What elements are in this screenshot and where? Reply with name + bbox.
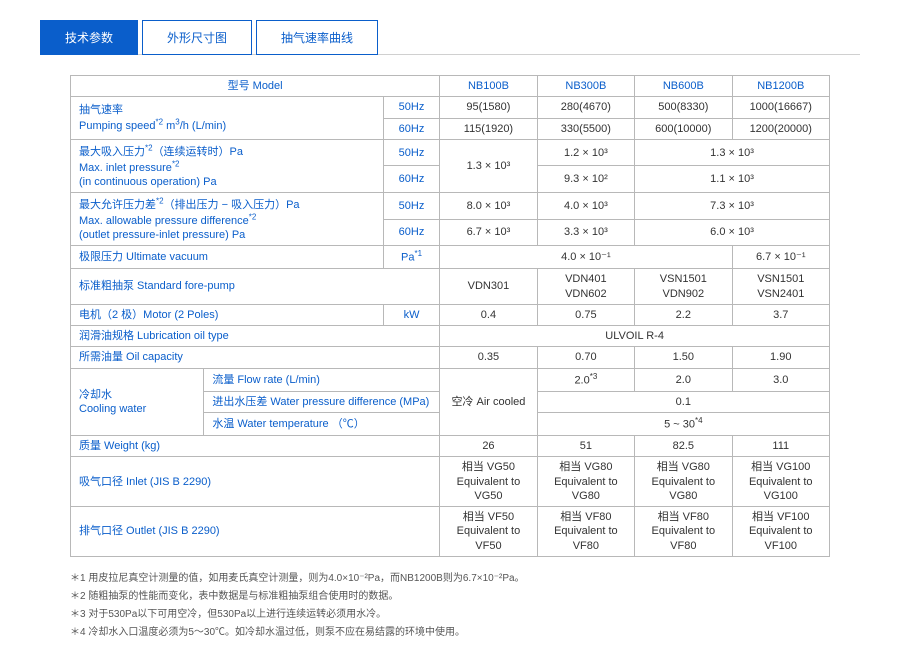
row-outlet-label: 排气口径 Outlet (JIS B 2290) [71,507,440,557]
note-1: ＊1 用皮拉尼真空计测量的值，如用麦氏真空计测量，则为4.0×10⁻²Pa，而N… [70,571,830,587]
row-pumping-speed-label: 抽气速率 Pumping speed*2 m3/h (L/min) [71,97,384,140]
row-weight-label: 质量 Weight (kg) [71,435,440,456]
footnotes: ＊1 用皮拉尼真空计测量的值，如用麦氏真空计测量，则为4.0×10⁻²Pa，而N… [70,571,830,641]
row-max-diff-label: 最大允许压力差*2（排出压力 − 吸入压力）Pa Max. allowable … [71,193,384,246]
pumping-50hz: 50Hz [383,97,439,118]
row-inlet-label: 吸气口径 Inlet (JIS B 2290) [71,457,440,507]
note-4: ＊4 冷却水入口温度必须为5～30℃。如冷却水温过低，则泵不应在易结露的环境中使… [70,625,830,641]
note-3: ＊3 对于530Pa以下可用空冷，但530Pa以上进行连续运转必须用水冷。 [70,607,830,623]
model-2: NB600B [635,76,732,97]
row-max-inlet-label: 最大吸入压力*2（连续运转时）Pa Max. inlet pressure*2 … [71,139,384,192]
row-motor-label: 电机（2 极）Motor (2 Poles) [71,304,384,325]
note-2: ＊2 随粗抽泵的性能而变化，表中数据是与标准粗抽泵组合使用时的数据。 [70,589,830,605]
cooling-flow-label: 流量 Flow rate (L/min) [204,368,440,391]
cooling-press-label: 进出水压差 Water pressure difference (MPa) [204,391,440,412]
cooling-temp-label: 水温 Water temperature （℃） [204,412,440,435]
row-oiltype-label: 润滑油规格 Lubrication oil type [71,326,440,347]
header-model: 型号 Model [71,76,440,97]
model-3: NB1200B [732,76,829,97]
pumping-60hz: 60Hz [383,118,439,139]
tabs-bar: 技术参数 外形尺寸图 抽气速率曲线 [40,20,860,55]
row-forepump-label: 标准粗抽泵 Standard fore-pump [71,269,440,305]
row-vacuum-label: 极限压力 Ultimate vacuum [71,246,384,269]
spec-table: 型号 Model NB100B NB300B NB600B NB1200B 抽气… [70,75,830,557]
spec-table-wrap: 型号 Model NB100B NB300B NB600B NB1200B 抽气… [40,75,860,641]
tab-spec[interactable]: 技术参数 [40,20,138,55]
model-1: NB300B [537,76,634,97]
tab-dimension[interactable]: 外形尺寸图 [142,20,252,55]
tab-curve[interactable]: 抽气速率曲线 [256,20,378,55]
model-0: NB100B [440,76,537,97]
row-cooling-label: 冷却水 Cooling water [71,368,204,435]
row-oilcap-label: 所需油量 Oil capacity [71,347,440,368]
